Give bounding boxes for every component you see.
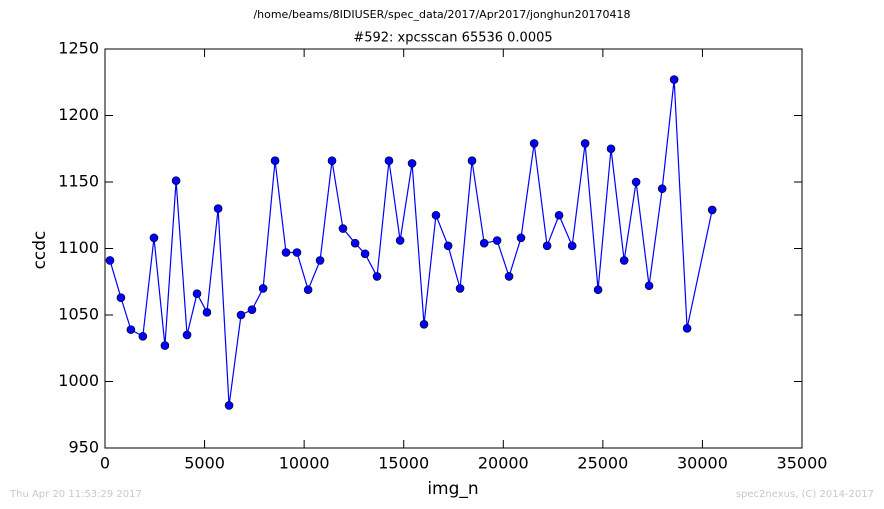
- x-tick-label: 15000: [378, 454, 429, 473]
- data-point: [258, 284, 268, 293]
- data-point: [192, 289, 202, 299]
- x-tick-label: 35000: [777, 454, 828, 473]
- data-point: [384, 156, 394, 166]
- data-point: [372, 272, 382, 281]
- y-tick-label: 1250: [58, 39, 99, 58]
- data-point: [657, 184, 667, 193]
- x-tick-label: 25000: [577, 454, 628, 473]
- y-tick-label: 1150: [58, 172, 99, 191]
- data-point: [303, 285, 313, 295]
- data-point: [593, 285, 603, 295]
- data-point: [149, 233, 159, 243]
- data-point: [554, 210, 564, 220]
- y-tick-label: 1200: [58, 105, 99, 124]
- data-point: [138, 331, 148, 341]
- data-point: [707, 205, 717, 215]
- data-point: [270, 156, 280, 166]
- y-tick-label: 1000: [58, 371, 99, 390]
- footer-left: Thu Apr 20 11:53:29 2017: [9, 489, 142, 500]
- data-point: [644, 281, 654, 291]
- data-point: [407, 159, 417, 168]
- x-axis-label: img_n: [427, 479, 478, 499]
- data-point: [236, 310, 246, 320]
- data-point: [315, 256, 325, 265]
- x-tick-label: 10000: [279, 454, 330, 473]
- data-point: [669, 75, 679, 84]
- data-point: [160, 341, 170, 350]
- data-point: [350, 238, 360, 248]
- data-point: [631, 177, 641, 187]
- data-point: [247, 305, 257, 314]
- data-point: [360, 249, 370, 259]
- data-point: [567, 241, 577, 251]
- data-point: [619, 256, 629, 265]
- footer-right: spec2nexus, (C) 2014-2017: [736, 489, 874, 500]
- data-point: [431, 210, 441, 220]
- data-point: [580, 139, 590, 148]
- data-point: [443, 241, 453, 251]
- data-point: [126, 325, 136, 334]
- y-tick-label: 1050: [58, 305, 99, 324]
- x-tick-label: 0: [100, 454, 110, 473]
- x-tick-label: 5000: [184, 454, 225, 473]
- chart-header: /home/beams/8IDIUSER/spec_data/2017/Apr2…: [253, 8, 630, 21]
- y-tick-label: 1100: [58, 238, 99, 257]
- data-point: [529, 139, 539, 148]
- data-point: [455, 284, 465, 293]
- data-point: [116, 293, 126, 303]
- data-point: [419, 320, 429, 329]
- data-point: [213, 204, 223, 213]
- data-point: [479, 238, 489, 248]
- y-tick-label: 950: [68, 438, 99, 457]
- data-point: [182, 330, 192, 340]
- data-point: [224, 401, 234, 410]
- data-point: [682, 323, 692, 333]
- data-point: [327, 156, 337, 166]
- data-point: [171, 176, 181, 185]
- data-point: [516, 233, 526, 243]
- data-point: [504, 272, 514, 281]
- data-point: [395, 236, 405, 245]
- chart-title: #592: xpcsscan 65536 0.0005: [353, 31, 552, 46]
- data-point: [606, 144, 616, 154]
- data-point: [542, 241, 552, 251]
- data-point: [292, 248, 302, 257]
- data-point: [202, 308, 212, 317]
- x-tick-label: 20000: [478, 454, 529, 473]
- data-point: [105, 256, 115, 265]
- x-tick-label: 30000: [677, 454, 728, 473]
- data-point: [467, 156, 477, 166]
- data-point: [338, 224, 348, 233]
- y-axis-label: ccdc: [30, 231, 50, 270]
- data-point: [281, 248, 291, 257]
- data-point: [492, 236, 502, 245]
